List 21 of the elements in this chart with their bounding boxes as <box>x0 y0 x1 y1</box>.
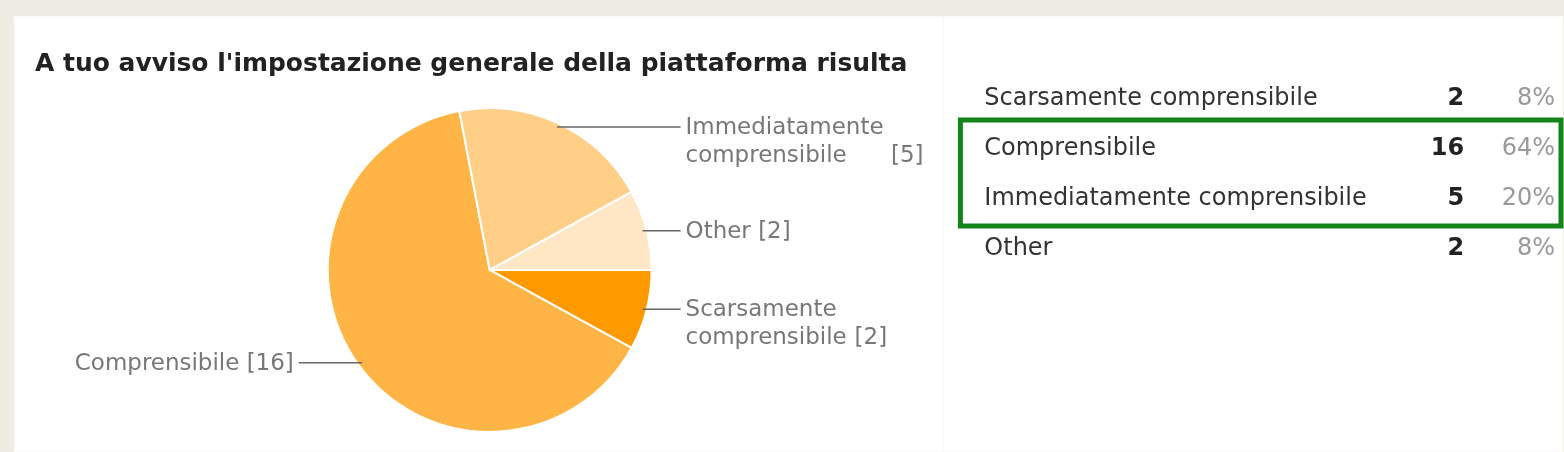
chart-title: A tuo avviso l'impostazione generale della piattaforma risulta <box>34 48 908 78</box>
data-label: 64% <box>1501 133 1556 162</box>
category-label: Comprensibile <box>984 133 1157 162</box>
data-label: 5 <box>1447 183 1465 212</box>
data-label: 8% <box>1516 232 1556 261</box>
category-label: Other <box>984 232 1053 261</box>
data-label: [16] <box>246 348 294 375</box>
data-label: [5] <box>890 141 924 168</box>
data-label: 2 <box>1447 232 1465 261</box>
data-label: 2 <box>1447 83 1465 112</box>
data-label: 8% <box>1516 83 1556 112</box>
data-label: 16 <box>1430 133 1465 162</box>
data-label: [2] <box>854 323 888 350</box>
category-label: Immediatamente comprensibile <box>984 183 1367 212</box>
data-label: 20% <box>1501 183 1556 212</box>
data-label: [2] <box>758 216 791 243</box>
slice-label: Immediatamente comprensibile <box>685 113 884 168</box>
slice-label: Scarsamente comprensibile <box>685 295 847 350</box>
slice-label: Comprensibile <box>74 348 240 375</box>
slice-label: Other <box>685 216 752 243</box>
category-label: Scarsamente comprensibile <box>984 83 1318 112</box>
